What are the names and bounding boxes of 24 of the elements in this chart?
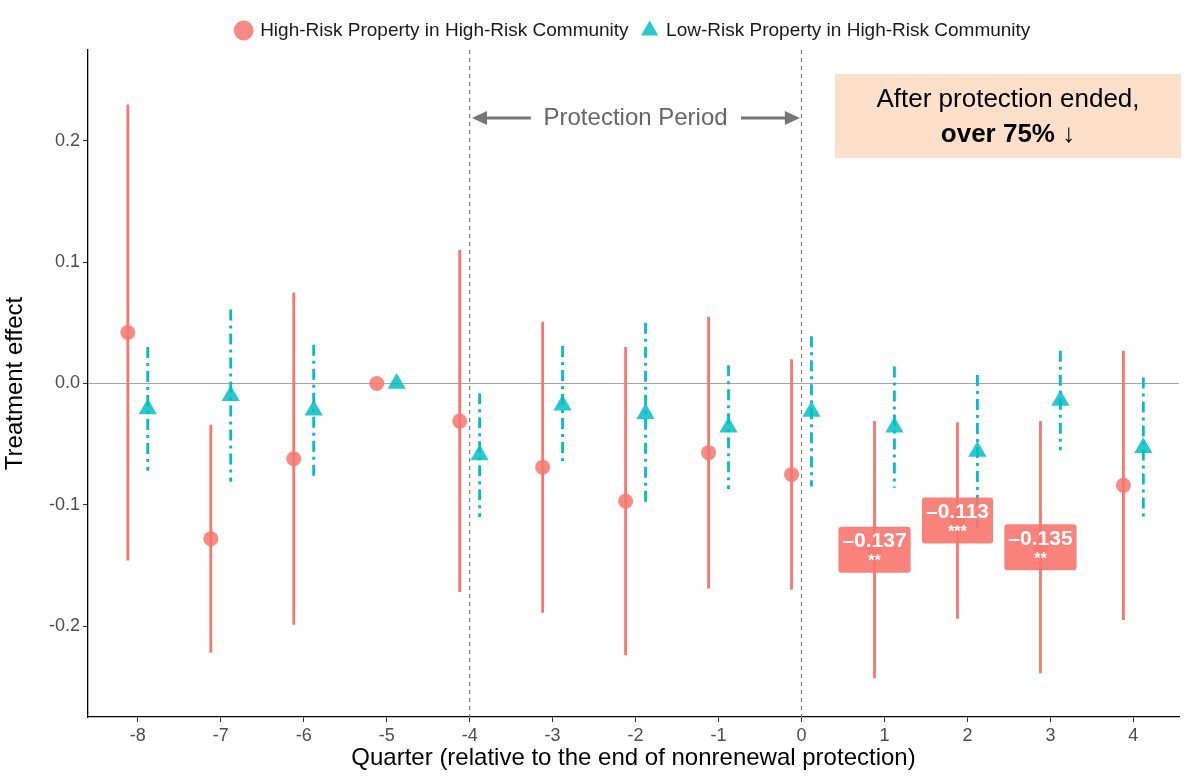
- x-tick-label: -4: [461, 724, 478, 745]
- x-tick-label: 4: [1128, 724, 1139, 745]
- y-tick-label: 0.0: [54, 372, 80, 393]
- x-tick-label: -7: [212, 724, 229, 745]
- x-tick-label: -3: [544, 724, 561, 745]
- y-tick-label: 0.1: [54, 251, 80, 272]
- x-tick-label: -6: [295, 724, 312, 745]
- x-tick-label: -5: [378, 724, 395, 745]
- x-tick-label: 1: [879, 724, 890, 745]
- y-tick-label: -0.2: [48, 615, 80, 636]
- x-tick-label: -8: [129, 724, 146, 745]
- annotation: After protection ended, over 75% ↓: [876, 83, 1140, 148]
- legend-label: High-Risk Property in High-Risk Community: [260, 18, 630, 40]
- x-tick-label: 2: [962, 724, 973, 745]
- y-tick-label: 0.2: [54, 129, 80, 150]
- y-tick-label: -0.1: [48, 493, 80, 514]
- x-tick-label: 3: [1045, 724, 1056, 745]
- x-axis-title: Quarter (relative to the end of nonrenewal protection): [351, 743, 916, 771]
- legend-label: Low-Risk Property in High-Risk Community: [666, 18, 1031, 40]
- y-axis-title: Treatment effect: [0, 296, 28, 471]
- x-tick-label: -1: [710, 724, 727, 745]
- x-tick-label: -2: [627, 724, 644, 745]
- x-tick-label: 0: [796, 724, 807, 745]
- annotation: Protection Period: [543, 103, 728, 131]
